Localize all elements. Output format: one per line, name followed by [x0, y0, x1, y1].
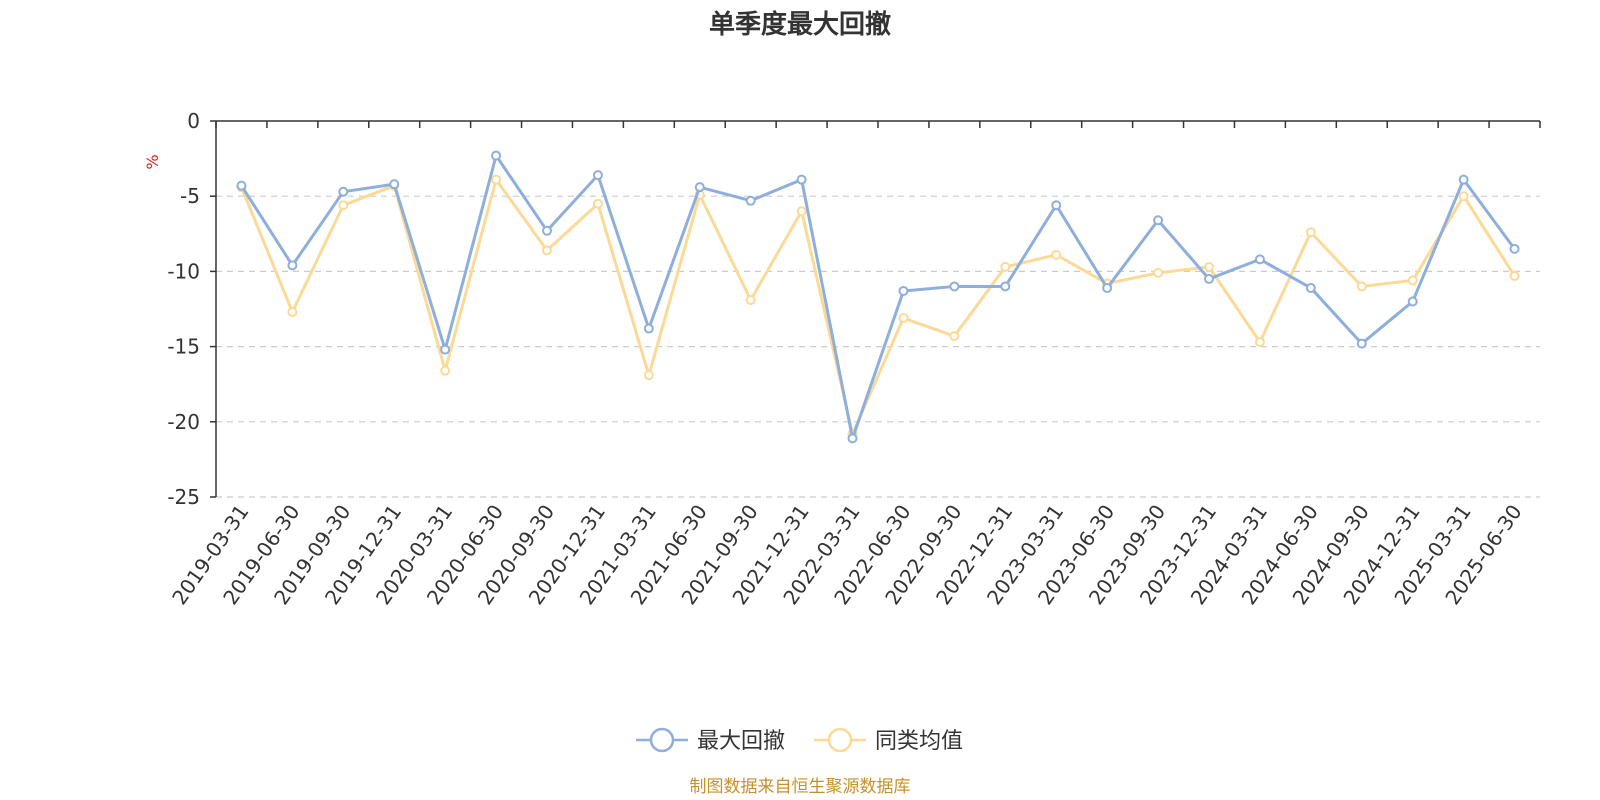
data-point — [1153, 215, 1164, 226]
data-point — [1356, 338, 1367, 349]
data-point — [949, 281, 960, 292]
data-point — [491, 174, 502, 185]
legend: 最大回撤 同类均值 — [636, 727, 963, 754]
data-point — [389, 179, 400, 190]
legend-marker — [827, 727, 853, 753]
data-point — [949, 331, 960, 342]
data-point — [1305, 282, 1316, 293]
data-point — [643, 370, 654, 381]
series-line — [240, 154, 1516, 440]
data-point — [542, 225, 552, 236]
data-point — [1153, 267, 1164, 278]
data-point — [338, 200, 349, 211]
data-point — [338, 186, 349, 197]
data-point — [898, 313, 909, 324]
data-point — [287, 307, 298, 318]
series-0 — [236, 150, 1520, 444]
legend-label: 最大回撤 — [697, 729, 785, 754]
data-point — [440, 365, 451, 376]
data-point — [898, 285, 909, 296]
data-point — [236, 180, 247, 191]
y-tick-label: -5 — [180, 184, 200, 208]
legend-item-1: 同类均值 — [814, 727, 963, 754]
y-tick-label: 0 — [187, 109, 200, 133]
data-point — [1458, 191, 1469, 202]
data-point — [1204, 261, 1214, 272]
data-point — [592, 198, 603, 209]
axes — [215, 120, 1540, 497]
data-point — [1356, 281, 1367, 292]
data-point — [1509, 270, 1520, 281]
data-point — [1458, 174, 1469, 185]
data-point — [1509, 243, 1520, 254]
data-point — [796, 174, 807, 185]
data-point — [1102, 282, 1113, 293]
data-point — [1051, 200, 1062, 211]
data-point — [1254, 254, 1265, 265]
legend-marker — [649, 727, 675, 753]
y-tick-label: -10 — [167, 259, 200, 283]
data-point — [287, 260, 298, 271]
series-group — [236, 150, 1520, 444]
data-point — [1051, 249, 1062, 260]
data-point — [1407, 296, 1418, 307]
legend-label: 同类均值 — [875, 729, 963, 754]
data-point — [796, 206, 807, 217]
series-line — [240, 178, 1516, 436]
y-ticks: 0 -5 -10 -15 -20 -25 — [167, 109, 216, 509]
data-point — [745, 195, 756, 206]
data-point — [745, 294, 756, 305]
y-tick-label: -25 — [167, 485, 200, 509]
data-point — [1305, 227, 1316, 238]
data-point — [1254, 337, 1265, 348]
data-point — [694, 182, 705, 193]
data-point — [1204, 273, 1214, 284]
chart-title: 单季度最大回撤 — [709, 9, 891, 40]
data-point — [1000, 261, 1011, 272]
data-point — [643, 323, 654, 334]
source-note: 制图数据来自恒生聚源数据库 — [690, 777, 911, 797]
y-unit-label: % — [143, 154, 162, 169]
data-point — [592, 170, 603, 181]
data-point — [542, 245, 552, 256]
grid — [216, 195, 1540, 498]
data-point — [1000, 281, 1011, 292]
legend-item-0: 最大回撤 — [636, 727, 785, 754]
data-point — [1407, 275, 1418, 286]
data-point — [440, 344, 451, 355]
y-tick-label: -20 — [167, 410, 200, 434]
data-point — [491, 150, 502, 161]
y-tick-label: -15 — [167, 335, 200, 359]
data-point — [847, 433, 858, 444]
